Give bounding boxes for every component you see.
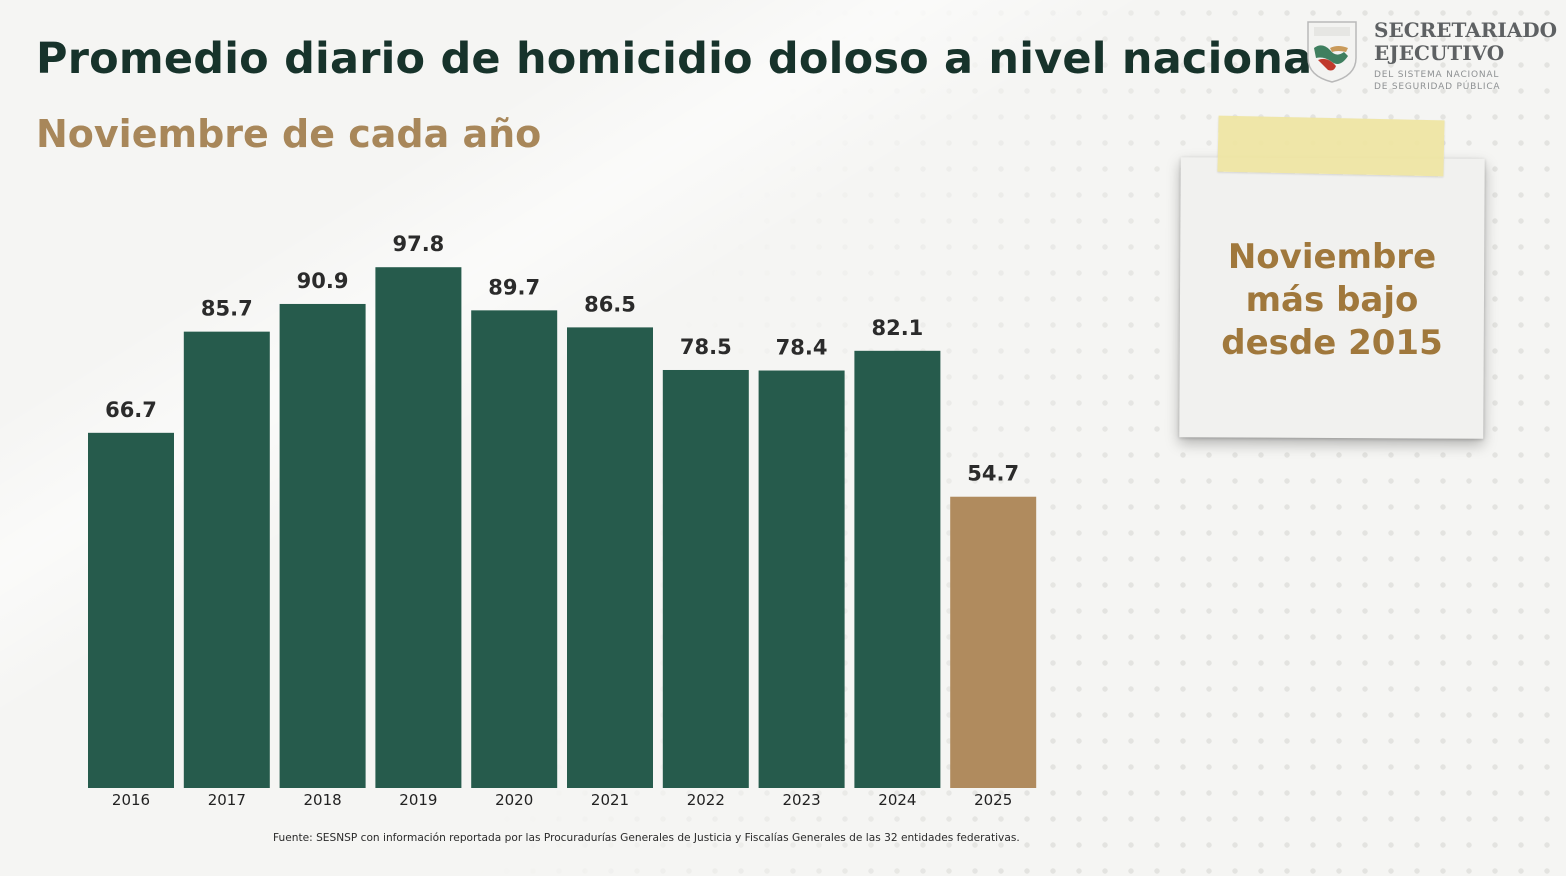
- category-label-2021: 2021: [591, 791, 629, 809]
- bar-2016: [88, 432, 174, 788]
- note-line-3: desde 2015: [1221, 323, 1443, 363]
- value-label-2021: 86.5: [584, 292, 636, 316]
- value-label-2025: 54.7: [967, 462, 1019, 486]
- note-line-1: Noviembre: [1227, 237, 1437, 277]
- page-subtitle: Noviembre de cada año: [36, 112, 542, 156]
- value-label-2022: 78.5: [680, 335, 732, 359]
- category-label-2022: 2022: [687, 791, 725, 809]
- category-label-2025: 2025: [974, 791, 1012, 809]
- category-label-2018: 2018: [304, 791, 342, 809]
- bar-2022: [662, 369, 749, 788]
- logo-line-seguridad: DE SEGURIDAD PÚBLICA: [1374, 82, 1501, 92]
- bar-2018: [279, 303, 366, 788]
- bar-2021: [567, 327, 653, 788]
- logo-line-secretariado: SECRETARIADO: [1374, 18, 1558, 42]
- bar-2020: [471, 310, 558, 788]
- value-label-2018: 90.9: [297, 269, 349, 293]
- page-title: Promedio diario de homicidio doloso a ni…: [36, 34, 1328, 84]
- shield-emblem-icon: [1307, 21, 1357, 83]
- logo-line-ejecutivo: EJECUTIVO: [1374, 41, 1505, 65]
- category-label-2016: 2016: [112, 791, 150, 809]
- bar-2024: [854, 350, 941, 788]
- value-label-2016: 66.7: [105, 398, 157, 422]
- note-text: Noviembre más bajo desde 2015: [1180, 236, 1484, 365]
- value-label-2024: 82.1: [871, 316, 923, 340]
- logo-line-sistema: DEL SISTEMA NACIONAL: [1374, 70, 1500, 80]
- bar-2019: [375, 267, 462, 789]
- value-label-2017: 85.7: [201, 297, 253, 321]
- value-label-2020: 89.7: [488, 275, 540, 299]
- category-label-2023: 2023: [783, 791, 821, 809]
- category-label-2017: 2017: [208, 791, 246, 809]
- callout-note: Noviembre más bajo desde 2015: [1168, 110, 1498, 455]
- note-line-2: más bajo: [1245, 280, 1419, 320]
- bar-2017: [183, 331, 270, 788]
- value-label-2023: 78.4: [776, 336, 828, 360]
- source-footnote: Fuente: SESNSP con información reportada…: [273, 832, 1020, 844]
- category-label-2020: 2020: [495, 791, 533, 809]
- bar-2025: [950, 496, 1037, 788]
- category-label-2024: 2024: [878, 791, 916, 809]
- category-label-2019: 2019: [399, 791, 437, 809]
- value-label-2019: 97.8: [392, 232, 444, 256]
- secretariado-logo: SECRETARIADO EJECUTIVO DEL SISTEMA NACIO…: [1300, 16, 1566, 102]
- bar-2023: [758, 370, 845, 788]
